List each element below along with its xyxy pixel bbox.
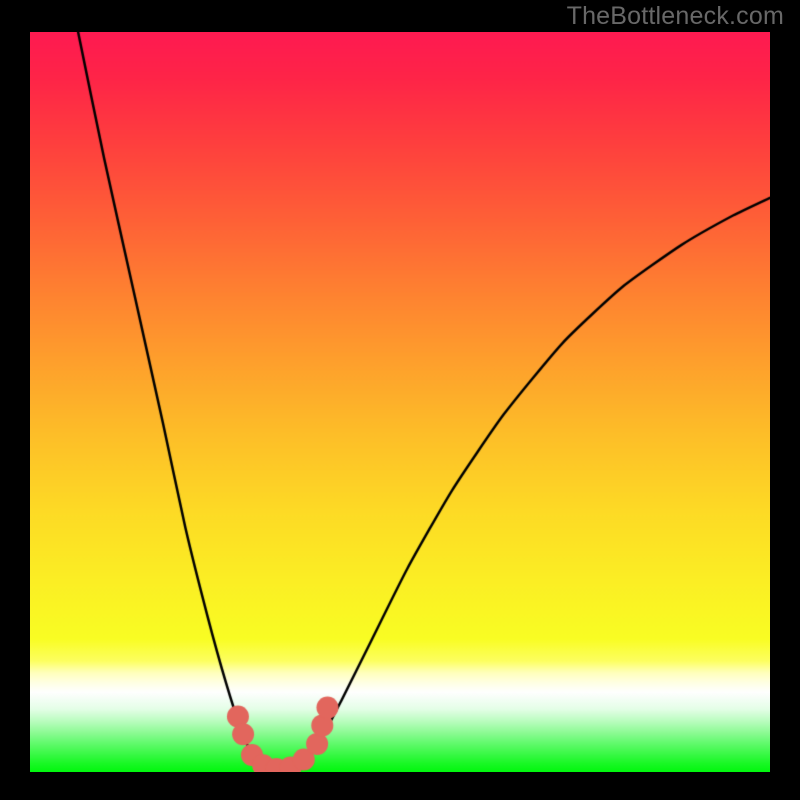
watermark-label: TheBottleneck.com: [567, 2, 784, 31]
chart-frame: [30, 32, 770, 772]
chart-canvas: [30, 32, 770, 772]
